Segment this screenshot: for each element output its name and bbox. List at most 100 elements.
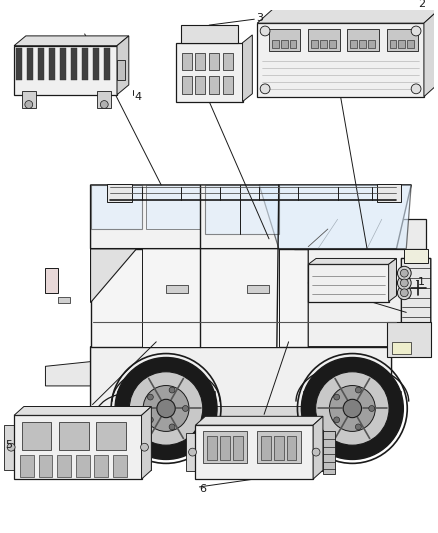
- Bar: [71, 48, 77, 80]
- Bar: [387, 29, 418, 51]
- Text: 6: 6: [199, 484, 206, 494]
- Bar: [58, 297, 70, 303]
- Polygon shape: [53, 420, 387, 427]
- Polygon shape: [293, 219, 426, 249]
- Circle shape: [400, 289, 408, 297]
- Bar: [392, 342, 411, 353]
- Circle shape: [115, 358, 217, 459]
- Circle shape: [143, 385, 189, 431]
- Circle shape: [148, 417, 153, 423]
- Bar: [207, 436, 217, 460]
- Bar: [176, 43, 243, 102]
- Text: 5: 5: [5, 440, 12, 450]
- Bar: [104, 48, 110, 80]
- Bar: [311, 40, 318, 47]
- Polygon shape: [424, 5, 438, 96]
- Bar: [359, 40, 366, 47]
- Circle shape: [312, 448, 320, 456]
- Polygon shape: [308, 249, 426, 346]
- Circle shape: [334, 394, 339, 400]
- Circle shape: [411, 84, 421, 94]
- Bar: [308, 29, 339, 51]
- Bar: [286, 436, 297, 460]
- Polygon shape: [92, 361, 171, 423]
- Bar: [320, 40, 327, 47]
- Bar: [209, 76, 219, 94]
- Bar: [223, 53, 233, 70]
- Bar: [49, 48, 55, 80]
- Bar: [257, 431, 301, 463]
- Bar: [39, 455, 52, 477]
- Circle shape: [355, 424, 361, 430]
- Bar: [181, 25, 238, 43]
- Polygon shape: [200, 234, 279, 346]
- Circle shape: [329, 385, 375, 431]
- Bar: [209, 53, 219, 70]
- Bar: [97, 91, 111, 108]
- Bar: [95, 455, 108, 477]
- Circle shape: [189, 448, 197, 456]
- Polygon shape: [91, 249, 396, 346]
- Polygon shape: [259, 185, 411, 249]
- Bar: [60, 48, 66, 80]
- Text: 1: 1: [418, 277, 425, 287]
- Polygon shape: [91, 346, 392, 420]
- Bar: [76, 455, 90, 477]
- Circle shape: [7, 443, 15, 451]
- Circle shape: [25, 101, 33, 108]
- Bar: [261, 436, 271, 460]
- Text: 3: 3: [256, 13, 263, 23]
- Polygon shape: [243, 35, 252, 102]
- Circle shape: [129, 372, 203, 445]
- Polygon shape: [308, 259, 396, 264]
- Circle shape: [301, 358, 403, 459]
- Polygon shape: [14, 407, 152, 415]
- Circle shape: [400, 269, 408, 277]
- Circle shape: [260, 26, 270, 36]
- Bar: [281, 40, 288, 47]
- Bar: [27, 48, 33, 80]
- Polygon shape: [117, 36, 129, 95]
- Bar: [203, 431, 247, 463]
- Text: 4: 4: [134, 92, 142, 102]
- Polygon shape: [107, 184, 132, 201]
- Polygon shape: [304, 391, 401, 401]
- Circle shape: [141, 443, 148, 451]
- Polygon shape: [14, 36, 129, 46]
- Bar: [195, 425, 313, 479]
- Bar: [350, 40, 357, 47]
- Bar: [22, 422, 51, 450]
- Circle shape: [397, 266, 411, 280]
- Bar: [4, 425, 18, 470]
- Polygon shape: [141, 234, 200, 346]
- Bar: [117, 60, 125, 80]
- Bar: [138, 425, 152, 470]
- Polygon shape: [387, 322, 431, 357]
- Bar: [323, 431, 335, 474]
- Circle shape: [334, 417, 339, 423]
- Bar: [272, 40, 279, 47]
- Bar: [14, 46, 117, 95]
- Polygon shape: [401, 259, 431, 346]
- Bar: [38, 48, 44, 80]
- Bar: [14, 415, 141, 479]
- Polygon shape: [91, 249, 137, 303]
- Bar: [274, 436, 284, 460]
- Bar: [182, 76, 191, 94]
- Polygon shape: [257, 5, 438, 23]
- Circle shape: [169, 424, 175, 430]
- Polygon shape: [117, 391, 215, 401]
- Polygon shape: [389, 259, 396, 302]
- Polygon shape: [377, 184, 401, 201]
- Bar: [57, 455, 71, 477]
- Polygon shape: [195, 416, 323, 425]
- Polygon shape: [132, 406, 362, 420]
- Bar: [329, 40, 336, 47]
- Polygon shape: [404, 249, 428, 263]
- Polygon shape: [46, 361, 92, 386]
- Bar: [93, 48, 99, 80]
- Bar: [195, 53, 205, 70]
- Bar: [166, 285, 187, 293]
- Text: 2: 2: [418, 0, 425, 9]
- Polygon shape: [46, 268, 58, 293]
